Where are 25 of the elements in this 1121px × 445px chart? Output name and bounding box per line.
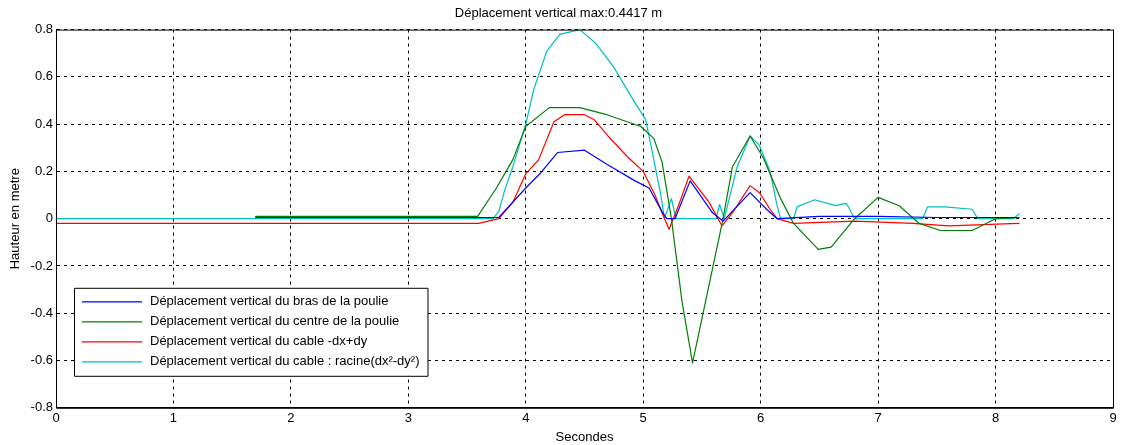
y-tick-label: -0.2 xyxy=(30,257,53,273)
y-tick-label: -0.6 xyxy=(30,352,53,368)
legend-label: Déplacement vertical du centre de la poulie xyxy=(150,313,400,329)
x-tick-label: 9 xyxy=(1109,410,1117,426)
x-axis-title: Secondes xyxy=(555,428,614,444)
y-tick-label: -0.4 xyxy=(30,304,53,320)
y-axis-title: Hauteur en metre xyxy=(7,168,23,270)
legend-label: Déplacement vertical du cable -dx+dy xyxy=(150,333,368,349)
x-tick-label: 5 xyxy=(639,410,647,426)
y-tick-label: 0.6 xyxy=(34,68,53,84)
y-tick-label: 0.8 xyxy=(34,21,53,37)
x-tick-label: 6 xyxy=(757,410,765,426)
x-tick-label: 2 xyxy=(287,410,295,426)
y-tick-label: 0 xyxy=(45,210,53,226)
y-tick-label: 0.2 xyxy=(34,163,53,178)
x-tick-label: 7 xyxy=(874,410,882,426)
x-tick-label: 8 xyxy=(991,410,1000,426)
y-tick-label: 0.4 xyxy=(34,115,53,131)
legend-label: Déplacement vertical du bras de la poulie xyxy=(150,293,389,309)
x-tick-label: 1 xyxy=(169,410,178,426)
chart-title: Déplacement vertical max:0.4417 m xyxy=(454,5,663,21)
legend-label: Déplacement vertical du cable : racine(dx²-dy²) xyxy=(150,353,420,369)
y-tick-label: -0.8 xyxy=(30,399,53,415)
x-tick-label: 3 xyxy=(404,410,412,426)
x-tick-label: 4 xyxy=(522,410,530,426)
